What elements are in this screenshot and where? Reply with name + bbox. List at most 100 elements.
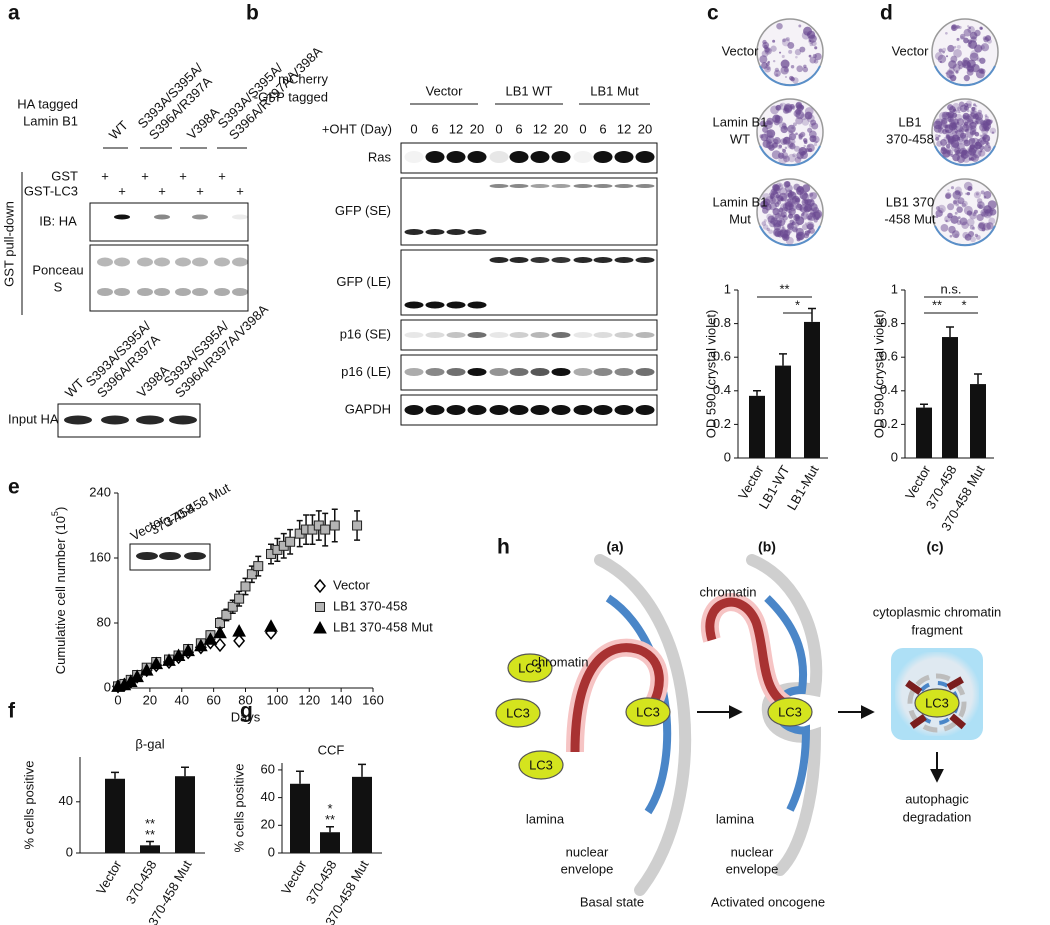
colony [969,143,975,150]
colony [969,130,975,136]
nuclear-envelope [594,554,692,896]
blot-band [551,257,571,263]
colony [950,121,957,128]
colony [963,37,969,44]
colony [973,103,976,107]
blot-band [614,184,634,188]
day: 6 [599,121,606,136]
colony [938,134,941,138]
plate-rim [934,225,996,247]
blot-band [446,151,466,163]
colony [787,153,796,163]
x-tick-label: 160 [362,692,384,707]
colony [795,216,805,226]
colony [772,183,780,192]
colony [784,201,794,211]
chart-title: CCF [318,742,345,757]
colony [963,121,969,126]
colony [790,65,795,69]
blot-band [593,405,613,415]
colony [783,155,790,163]
lc3 [518,750,564,780]
y-tick-label: 0 [268,844,275,859]
blot-band [530,151,550,163]
colony [807,144,811,148]
colony [803,26,813,36]
colony [801,213,805,217]
colony [942,123,947,128]
colony [780,138,787,146]
colony [780,125,788,134]
colony [813,142,818,147]
chromatin-label: chromatin [531,654,588,669]
colony [784,220,787,223]
colony [951,128,958,135]
blot-band [635,405,655,415]
colony [991,209,994,212]
colony [771,150,781,160]
y-tick-label: 0.2 [713,416,731,431]
colony [965,128,969,133]
blot-band [467,368,487,376]
bar [804,321,820,458]
colony [788,142,794,148]
colony [971,121,975,124]
outcome-label: degradation [903,809,972,824]
colony [795,231,805,241]
colony [773,186,781,194]
chart-title: β-gal [135,736,164,751]
blot-label: S [54,279,63,294]
y-tick-label: 160 [89,549,111,564]
blot-band [446,368,466,376]
blot-band [509,184,529,188]
significance-label: ** [145,827,155,842]
colony [774,202,780,208]
colony [981,227,986,232]
blot-band [509,368,529,376]
significance-label: * [961,297,966,312]
plate-rim [759,145,821,167]
colony [972,144,979,151]
colony [970,156,975,161]
colony [795,55,798,59]
blot-band [614,151,634,163]
culture-plate [931,178,999,247]
colony [804,222,808,225]
colony [981,126,987,131]
error-bar [358,763,366,777]
lc3 [914,688,960,718]
colony [771,213,779,221]
colony [966,218,975,227]
colony [956,121,959,124]
blot-band [489,184,509,188]
blot-band [593,332,613,338]
envelope-fragment [907,673,967,733]
chromatin [570,643,664,753]
colony [958,64,963,70]
colony [957,216,961,220]
lane-label: S396A/R397A/V398A [172,301,271,400]
blot-band [467,301,487,309]
colony [979,144,983,148]
error-bar [808,307,816,322]
blot-band [593,257,613,263]
colony [980,150,983,153]
colony [974,120,979,125]
lc3 [507,653,553,683]
blot-band [551,332,571,338]
colony [960,154,964,158]
colony [969,142,972,146]
row-label: GFP (LE) [336,274,391,289]
colony [796,231,806,240]
colony [951,24,957,30]
row-label: GST-LC3 [24,183,78,198]
y-tick-label: 1 [724,281,731,296]
x-tick-label: 140 [330,692,352,707]
blot-band [184,552,206,560]
error-bar [946,326,954,338]
colony [801,207,805,210]
colony [814,46,818,50]
colony [978,221,986,230]
colony [941,111,950,120]
colony [767,60,771,64]
